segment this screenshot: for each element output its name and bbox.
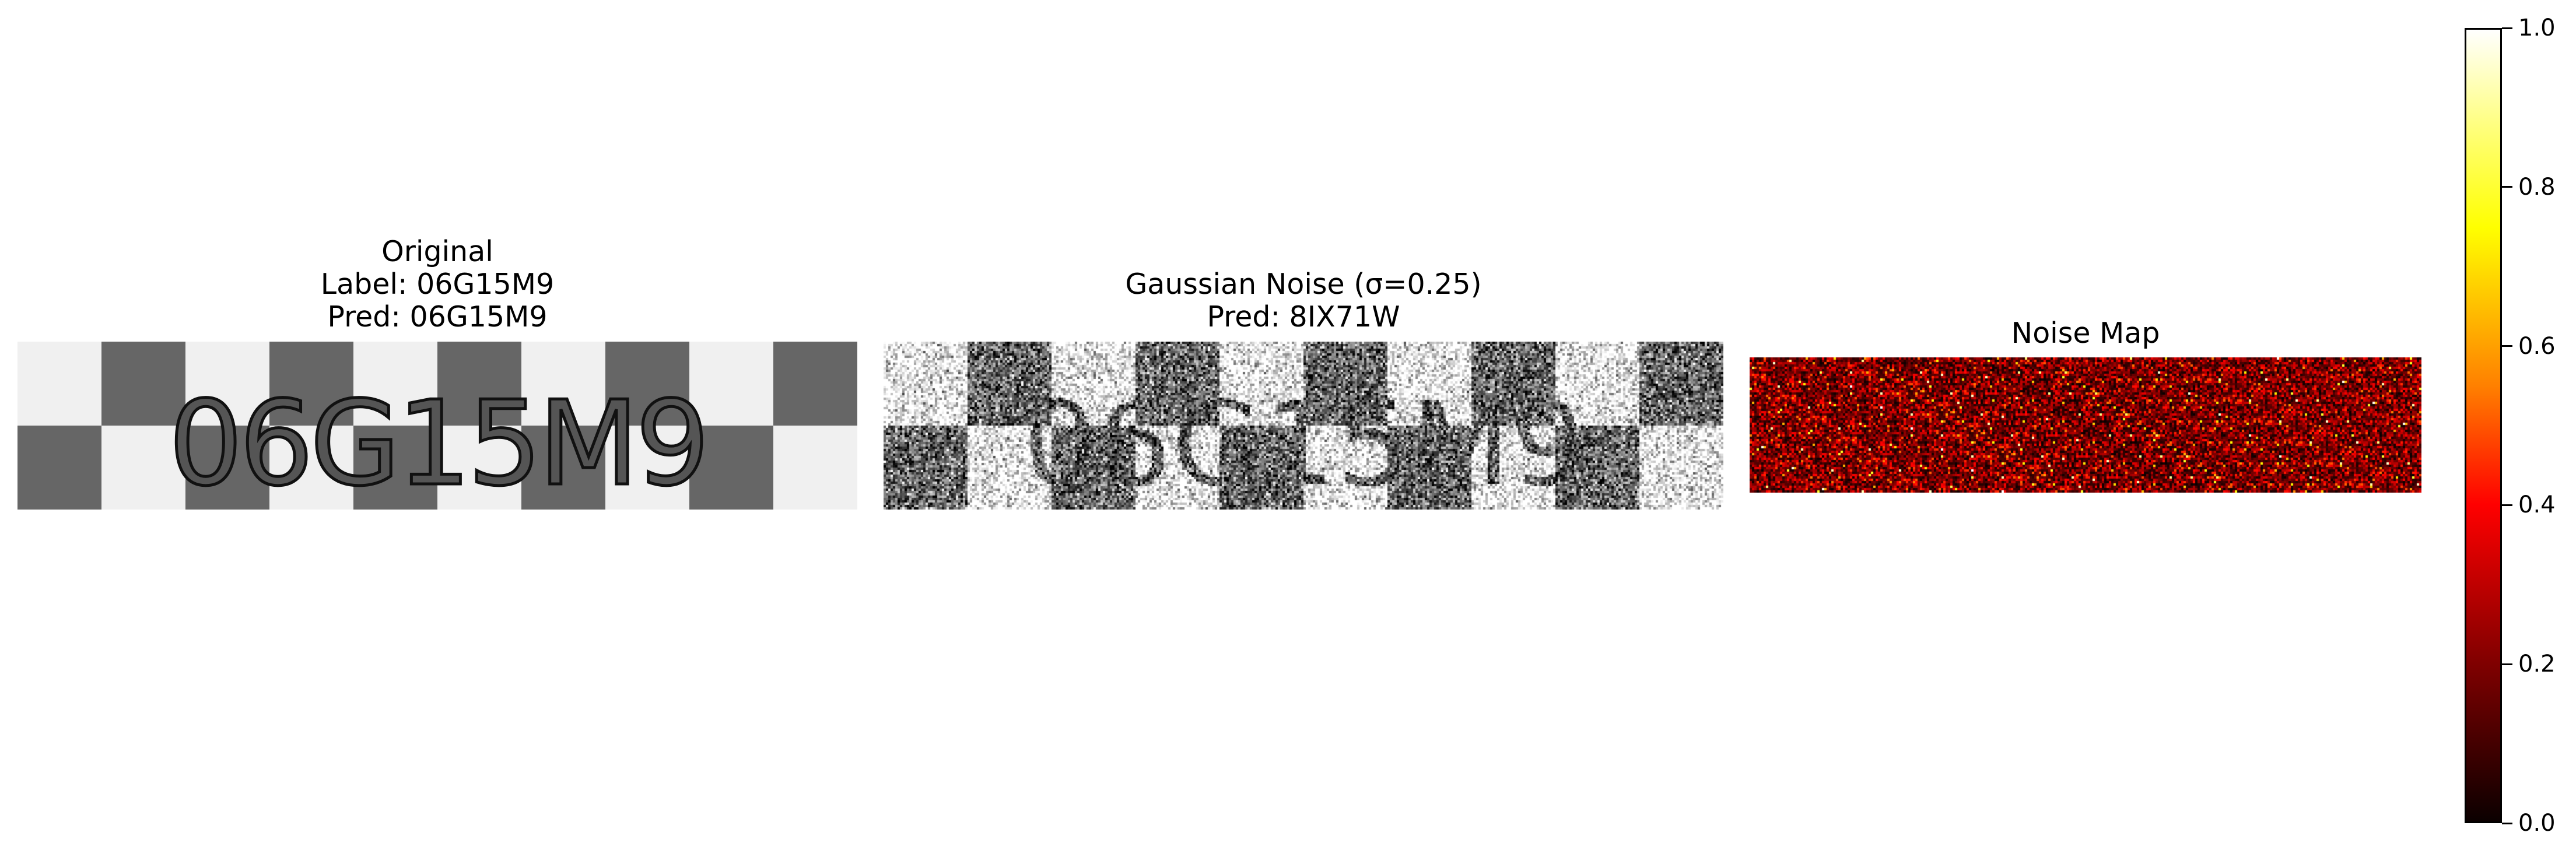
title-line-noise: Gaussian Noise (σ=0.25) — [1125, 268, 1482, 301]
colorbar-tick-label: 0.0 — [2518, 810, 2556, 837]
colorbar-tick-label: 0.6 — [2518, 332, 2556, 360]
colorbar — [2465, 28, 2502, 823]
colorbar-tick-label: 0.4 — [2518, 491, 2556, 519]
colorbar-tick — [2502, 27, 2512, 29]
checker-cell — [605, 342, 689, 426]
noisy-title: Gaussian Noise (σ=0.25) Pred: 8IX71W — [884, 268, 1723, 333]
checker-cell — [689, 342, 773, 426]
title-line-original: Original — [381, 235, 493, 268]
title-line-label: Label: 06G15M9 — [320, 268, 555, 301]
colorbar-tick-label: 0.2 — [2518, 651, 2556, 678]
checker-cell — [101, 342, 185, 426]
checker-cell — [269, 342, 353, 426]
checker-cell — [689, 426, 773, 510]
checker-cell — [101, 426, 185, 510]
colorbar-tick-label: 1.0 — [2518, 15, 2556, 41]
checker-cell — [437, 342, 521, 426]
captcha-text-original: 06G15M9 — [169, 376, 706, 510]
checker-cell — [17, 342, 101, 426]
colorbar-tick-label: 0.8 — [2518, 173, 2556, 201]
colorbar-tick — [2502, 345, 2512, 347]
checker-cell — [185, 426, 269, 510]
checker-cell — [185, 342, 269, 426]
original-image: 06G15M9 — [17, 342, 857, 510]
colorbar-tick — [2502, 504, 2512, 506]
checker-cell — [521, 342, 605, 426]
checker-cell — [773, 342, 857, 426]
colorbar-tick — [2502, 822, 2512, 824]
title-line-noisy-pred: Pred: 8IX71W — [1207, 300, 1400, 333]
checker-cell — [269, 426, 353, 510]
noise-map-title: Noise Map — [1750, 317, 2421, 350]
original-title: Original Label: 06G15M9 Pred: 06G15M9 — [17, 236, 857, 333]
checker-cell — [773, 426, 857, 510]
title-line-pred: Pred: 06G15M9 — [327, 300, 548, 333]
colorbar-tick — [2502, 663, 2512, 665]
noise-map-image — [1750, 357, 2421, 493]
checker-cell — [521, 426, 605, 510]
checker-cell — [353, 426, 437, 510]
checker-cell — [17, 426, 101, 510]
title-line-noise-map: Noise Map — [2011, 317, 2160, 350]
checker-cell — [437, 426, 521, 510]
checker-cell — [605, 426, 689, 510]
noisy-image — [884, 342, 1723, 510]
checker-cell — [353, 342, 437, 426]
colorbar-tick — [2502, 186, 2512, 188]
